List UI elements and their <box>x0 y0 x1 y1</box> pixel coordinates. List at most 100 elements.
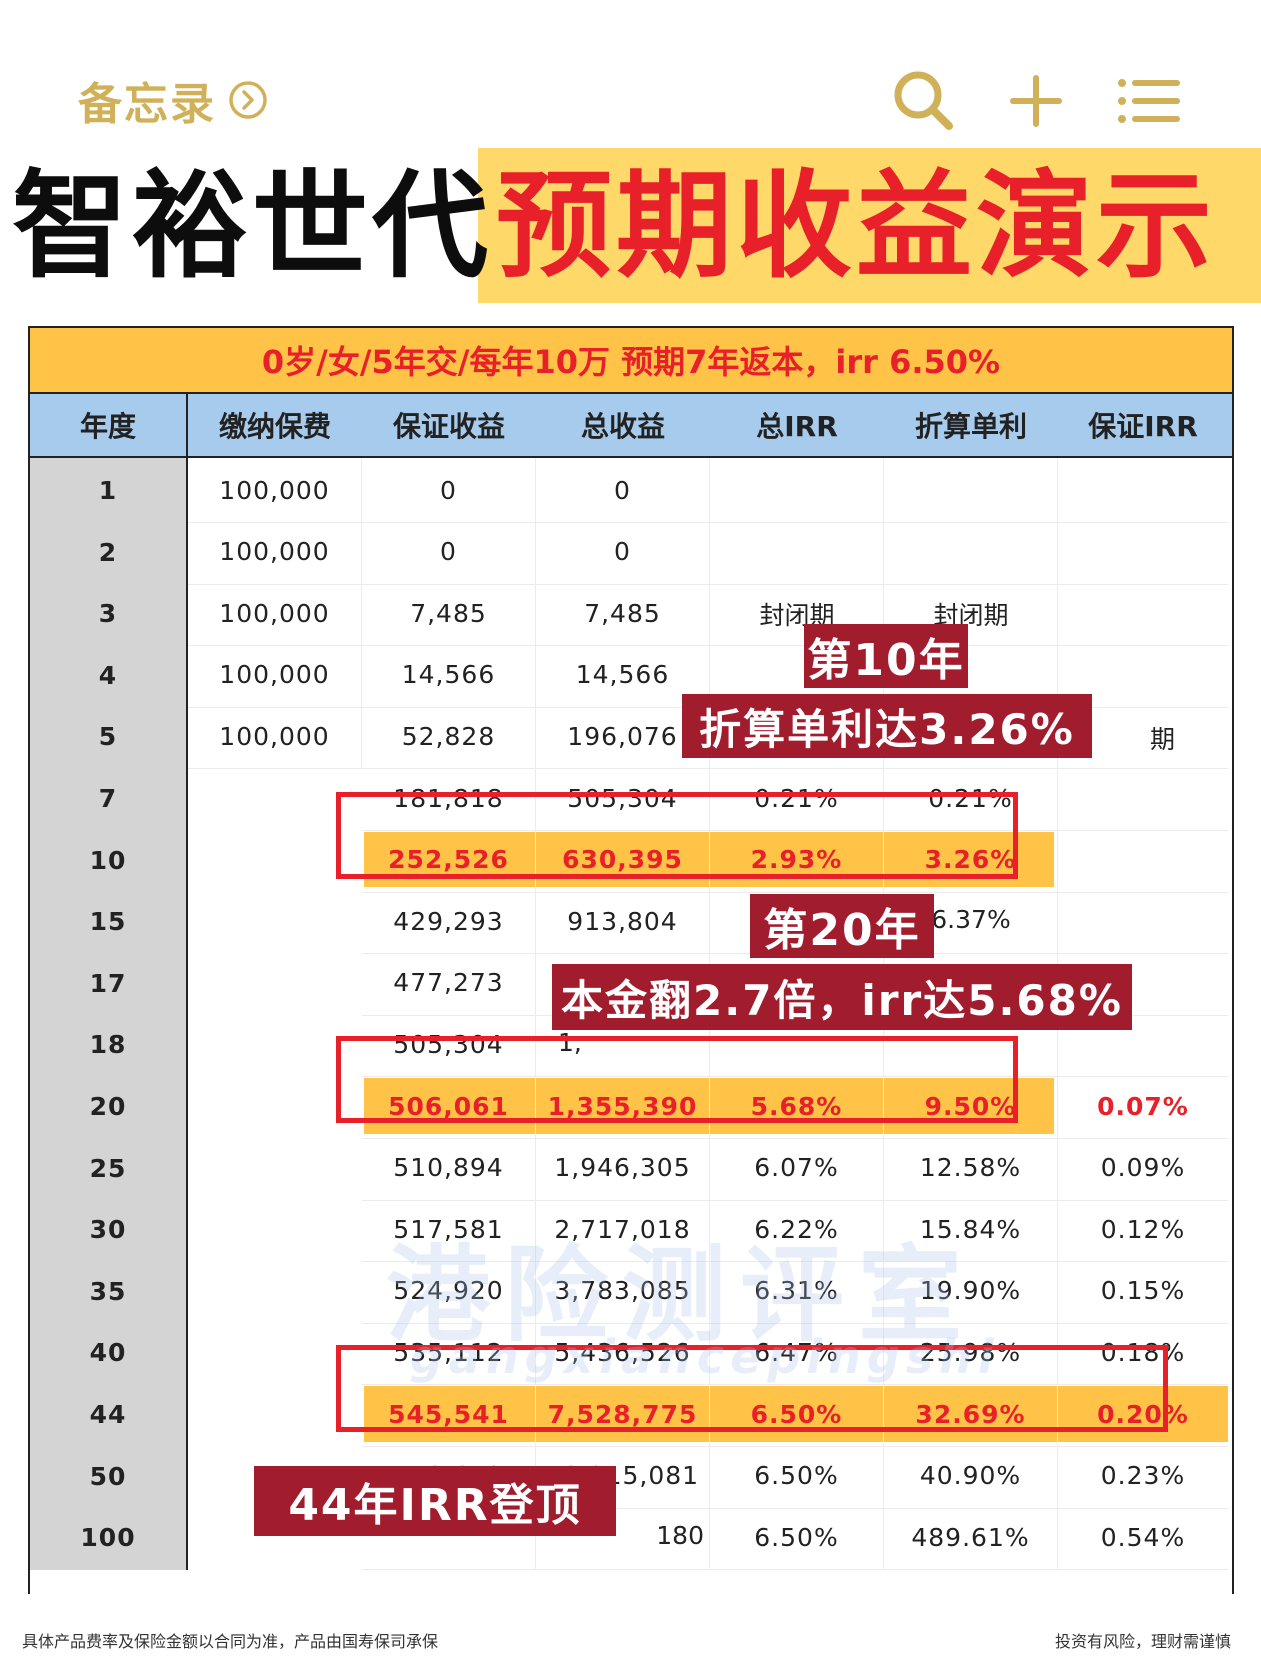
chevron-right-circle-icon <box>229 81 267 119</box>
cell-year: 5 <box>30 704 188 770</box>
cell-guaranteed: 52,828 <box>362 704 536 770</box>
cell-total <box>536 1012 710 1078</box>
cell-total: 505,304 <box>536 766 710 831</box>
cell-total: 7,485 <box>536 581 710 647</box>
cell-guaranteed-irr: 0.23% <box>1058 1444 1228 1509</box>
cell-total-irr: 0.21% <box>710 766 884 831</box>
cell-total-irr <box>710 581 884 647</box>
table-row: 1 100,000 0 0 <box>30 458 1232 523</box>
cell-guaranteed: 524,920 <box>362 1258 536 1324</box>
cell-total-irr <box>710 1012 884 1078</box>
title-subject: 预期收益演示 <box>496 159 1216 294</box>
cell-total-irr: 6.22% <box>710 1197 884 1263</box>
cell-year: 25 <box>30 1135 188 1201</box>
cell-total-irr: 6.50% <box>710 1443 884 1509</box>
annotation-year20-title: 第20年 <box>750 894 934 958</box>
cell-guaranteed-irr <box>1058 520 1228 585</box>
header-total: 总收益 <box>580 410 665 443</box>
cell-guaranteed-irr <box>1058 643 1228 708</box>
cell-guaranteed-irr <box>1058 889 1228 955</box>
plus-icon[interactable] <box>1001 66 1071 136</box>
annotation-year44-text: 44年IRR登顶 <box>254 1466 616 1536</box>
memo-back-button[interactable]: 备忘录 <box>78 72 268 130</box>
cell-simple-rate: 489.61% <box>884 1505 1058 1571</box>
table-row: 2 100,000 0 0 <box>30 519 1232 585</box>
search-icon[interactable] <box>889 66 959 136</box>
cell-simple-rate: 40.90% <box>884 1443 1058 1509</box>
cell-premium <box>188 1259 362 1324</box>
highlight-fill-year44 <box>364 1386 1228 1442</box>
partial-row18-total: 1, <box>558 1028 582 1058</box>
cell-total-irr: 6.31% <box>710 1258 884 1324</box>
annotation-year20-text: 本金翻2.7倍，irr达5.68% <box>552 964 1132 1030</box>
table-row: 15 429,293 913,804 <box>30 889 1232 955</box>
cell-premium: 100,000 <box>188 581 362 647</box>
annotation-year10-text: 折算单利达3.26% <box>682 694 1092 758</box>
cell-total: 14,566 <box>536 642 710 708</box>
watermark-pinyin: gangxiancepingshi <box>410 1330 1000 1384</box>
cell-simple-rate: 19.90% <box>884 1258 1058 1324</box>
table-row: 7 181,818 505,304 0.21% 0.21% <box>30 766 1232 831</box>
cell-total: 3,783,085 <box>536 1258 710 1324</box>
cell-simple-rate: 3.26% <box>884 827 1058 893</box>
cell-year: 10 <box>30 827 188 893</box>
cell-guaranteed-irr: 0.18% <box>1058 1320 1228 1386</box>
cell-guaranteed-irr <box>1058 828 1228 893</box>
annotation-year10-title: 第10年 <box>804 624 968 688</box>
memo-toolbar <box>889 66 1183 136</box>
cell-year: 4 <box>30 642 188 708</box>
cell-year: 35 <box>30 1258 188 1324</box>
list-icon[interactable] <box>1113 66 1183 136</box>
benefit-table: 0岁/女/5年交/每年10万 预期7年返本，irr 6.50% 年度 缴纳保费 … <box>28 326 1234 1594</box>
cell-total-irr: 6.50% <box>710 1505 884 1571</box>
cell-year: 7 <box>30 766 188 831</box>
cell-guaranteed: 477,273 <box>362 950 536 1016</box>
cell-guaranteed-irr <box>1058 951 1228 1016</box>
cell-guaranteed: 181,818 <box>362 766 536 831</box>
header-premium: 缴纳保费 <box>218 410 331 443</box>
cell-simple-rate <box>884 889 1058 955</box>
cell-guaranteed-irr: 0.09% <box>1058 1136 1228 1201</box>
watermark-text: 港险测评室 <box>386 1234 977 1356</box>
cell-simple-rate <box>884 1012 1058 1078</box>
header-guaranteed: 保证收益 <box>392 410 505 443</box>
title-band: 智裕世代 预期收益演示 <box>0 148 1261 308</box>
cell-total: 630,395 <box>536 827 710 893</box>
table-row: 25 510,894 1,946,305 6.07% 12.58% 0.09% <box>30 1135 1232 1201</box>
cell-premium <box>188 951 362 1016</box>
cell-year: 50 <box>30 1443 188 1509</box>
table-row: 30 517,581 2,717,018 6.22% 15.84% 0.12% <box>30 1197 1232 1263</box>
cell-total-irr: 2.93% <box>710 827 884 893</box>
cell-guaranteed-irr: 0.20% <box>1058 1382 1228 1447</box>
header-total-irr: 总IRR <box>756 410 838 443</box>
header-year: 年度 <box>30 394 188 456</box>
table-row: 17 477,273 <box>30 950 1232 1016</box>
cell-year: 20 <box>30 1074 188 1139</box>
cell-simple-rate: 12.58% <box>884 1135 1058 1201</box>
cell-guaranteed-irr <box>1058 766 1228 831</box>
cell-guaranteed <box>362 1505 536 1571</box>
cell-guaranteed-irr <box>1058 458 1228 523</box>
cell-year: 3 <box>30 581 188 647</box>
cell-total: 196,076 <box>536 704 710 770</box>
cell-simple-rate: 9.50% <box>884 1074 1058 1139</box>
cell-guaranteed: 252,526 <box>362 827 536 893</box>
cell-year: 17 <box>30 950 188 1016</box>
highlight-box-year20 <box>336 1036 1018 1123</box>
cell-year: 1 <box>30 458 188 523</box>
table-row: 35 524,920 3,783,085 6.31% 19.90% 0.15% <box>30 1258 1232 1324</box>
table-row: 18 505,304 <box>30 1012 1232 1078</box>
cell-guaranteed-irr <box>1058 581 1228 647</box>
cell-total: 7,528,775 <box>536 1382 710 1447</box>
cell-guaranteed: 7,485 <box>362 581 536 647</box>
cell-year: 40 <box>30 1320 188 1386</box>
cell-guaranteed: 510,894 <box>362 1135 536 1201</box>
cell-year: 2 <box>30 519 188 585</box>
cell-year: 44 <box>30 1382 188 1447</box>
cell-simple-rate <box>884 458 1058 523</box>
cell-total-irr <box>710 519 884 585</box>
highlight-box-year10 <box>336 792 1018 879</box>
table-row: 40 535,112 5,436,526 6.47% 25.98% 0.18% <box>30 1320 1232 1386</box>
cell-total-irr: 6.50% <box>710 1382 884 1447</box>
cell-year: 18 <box>30 1012 188 1078</box>
